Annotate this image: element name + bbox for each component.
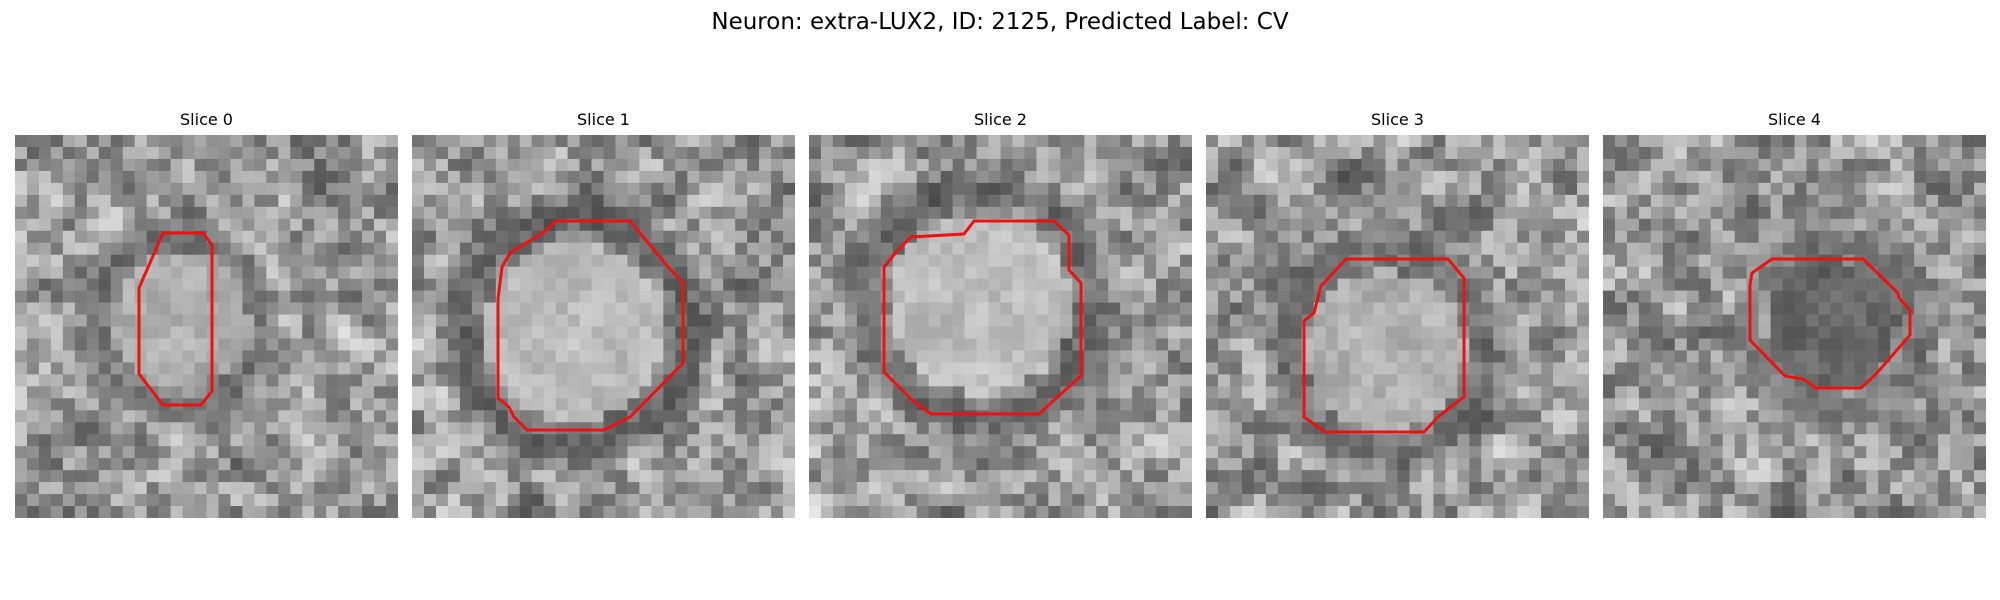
grayscale-pixels: [809, 135, 1192, 518]
slice-title: Slice 3: [1371, 110, 1424, 129]
contour-outline: [882, 219, 1083, 416]
contour-outline: [1748, 257, 1912, 390]
slice-image: [15, 135, 398, 518]
grayscale-pixels: [412, 135, 795, 518]
slice-image: [809, 135, 1192, 518]
slice-title: Slice 2: [974, 110, 1027, 129]
grayscale-pixels: [1206, 135, 1589, 518]
slice-image: [1603, 135, 1986, 518]
slice-title: Slice 1: [577, 110, 630, 129]
slice-title: Slice 4: [1768, 110, 1821, 129]
slice-title: Slice 0: [180, 110, 233, 129]
contour-outline: [137, 231, 214, 407]
contour-outline: [1302, 257, 1466, 434]
contour-outline: [496, 219, 685, 432]
grayscale-pixels: [1603, 135, 1986, 518]
slice-image: [412, 135, 795, 518]
figure-title: Neuron: extra-LUX2, ID: 2125, Predicted …: [711, 9, 1289, 35]
slice-image: [1206, 135, 1589, 518]
grayscale-pixels: [15, 135, 398, 518]
